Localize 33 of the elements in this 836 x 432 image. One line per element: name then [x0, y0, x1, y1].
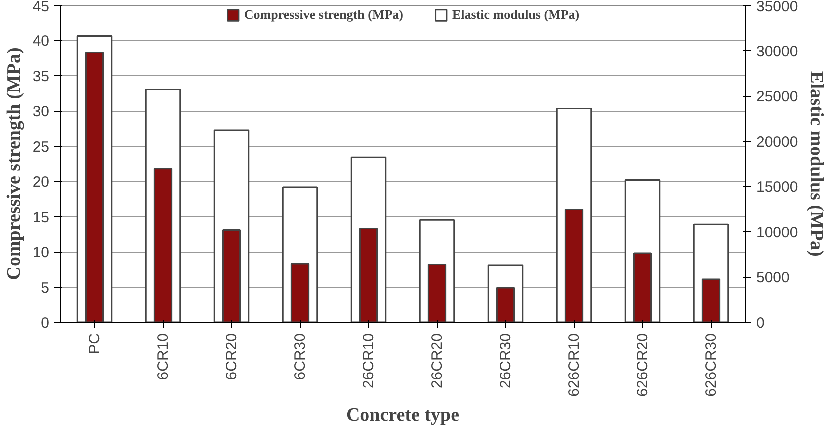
x-tick-label: PC — [86, 333, 104, 354]
x-tick-label: 6CR30 — [292, 333, 309, 380]
y-tick-label: 5 — [41, 280, 50, 297]
y-tick-label: 35 — [32, 68, 50, 86]
y2-tick-label: 35000 — [756, 0, 798, 16]
y-tick-label: 30 — [32, 104, 50, 121]
y-axis-title: Compressive strength (MPa) — [4, 48, 25, 280]
legend-label: Elastic modulus (MPa) — [452, 7, 580, 23]
y-tick-label: 25 — [32, 138, 50, 156]
x-tick-label: 626CR30 — [702, 333, 720, 397]
x-tick-label: 6CR10 — [154, 333, 172, 380]
x-tick-label: 626CR10 — [566, 333, 583, 397]
y2-tick-label: 15000 — [756, 179, 798, 196]
y2-tick-label: 25000 — [756, 88, 798, 106]
x-tick-label: 26CR30 — [497, 333, 514, 389]
legend-label: Compressive strength (MPa) — [244, 7, 404, 23]
x-tick-label: 6CR20 — [223, 333, 240, 380]
y-tick-label: 20 — [32, 174, 50, 192]
y-tick-label: 45 — [32, 0, 50, 16]
y-tick-label: 40 — [32, 33, 50, 50]
y2-tick-label: 0 — [756, 315, 765, 332]
x-axis-title: Concrete type — [346, 404, 460, 426]
y2-tick-label: 10000 — [756, 224, 798, 242]
y-tick-label: 10 — [32, 244, 50, 262]
x-tick-label: 26CR20 — [428, 333, 446, 389]
x-tick-label: 626CR20 — [634, 333, 652, 397]
y-tick-label: 0 — [41, 315, 50, 332]
y2-tick-label: 30000 — [756, 43, 798, 60]
y2-tick-label: 5000 — [756, 270, 790, 287]
y-tick-label: 15 — [32, 209, 50, 226]
y2-axis-title: Elastic modulus (MPa) — [806, 71, 828, 257]
x-tick-label: 26CR10 — [360, 333, 378, 389]
y2-tick-label: 20000 — [756, 134, 798, 151]
